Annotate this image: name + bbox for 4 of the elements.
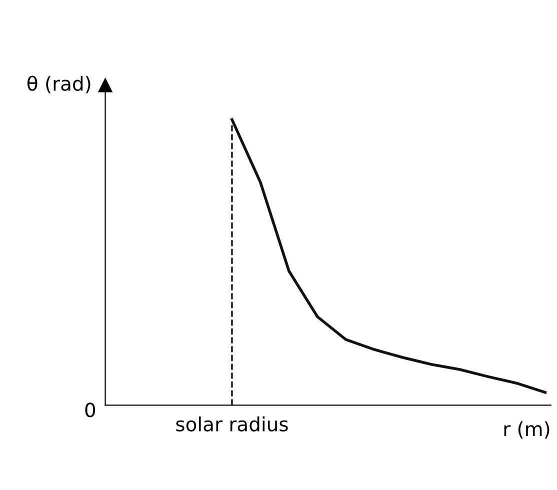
- text: θ (rad): [27, 76, 90, 94]
- x-axis-title: r (m): [504, 421, 550, 439]
- text: 0: [85, 402, 96, 418]
- text: solar radius: [176, 416, 288, 432]
